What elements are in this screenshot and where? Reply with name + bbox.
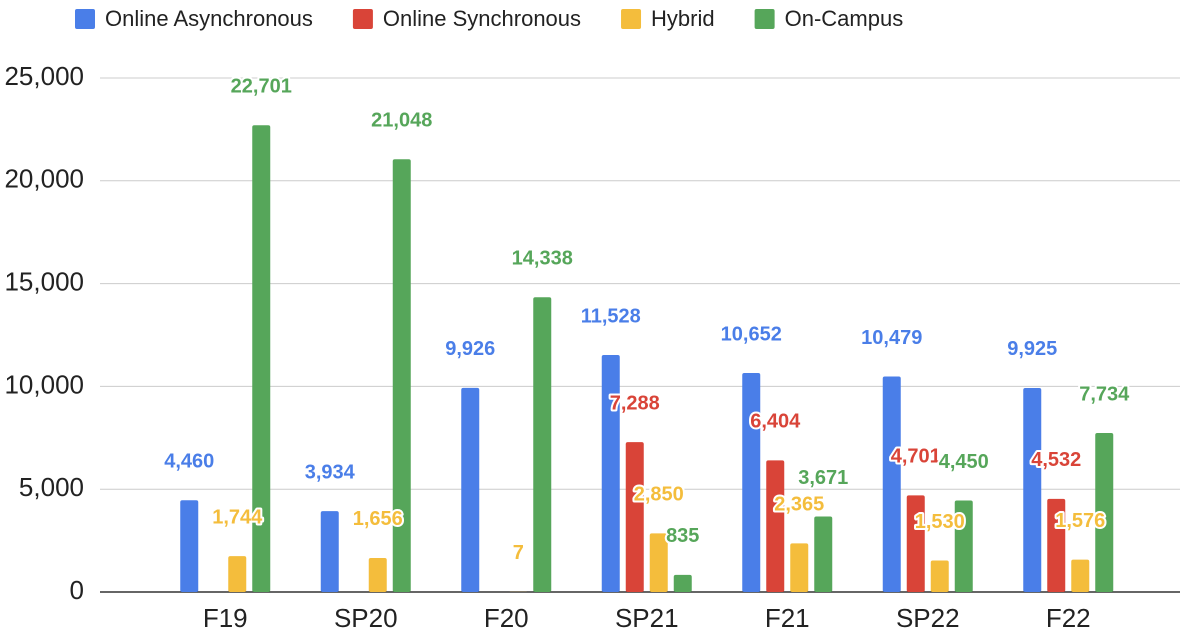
bar: [1095, 432, 1114, 592]
bar: [742, 372, 761, 592]
y-tick-label: 5,000: [19, 472, 84, 502]
y-tick-label: 20,000: [4, 164, 84, 194]
x-tick-label: F21: [765, 603, 810, 633]
x-tick-label: F20: [484, 603, 529, 633]
y-tick-label: 10,000: [4, 369, 84, 399]
value-label: 1,576: [1055, 510, 1105, 532]
legend-swatch: [352, 9, 373, 29]
bar: [601, 354, 620, 592]
bar: [1047, 498, 1066, 592]
bar: [320, 511, 339, 592]
y-tick-label: 15,000: [4, 266, 84, 296]
value-label: 1,656: [353, 508, 403, 530]
value-label: 9,926: [445, 338, 495, 360]
bar: [673, 574, 692, 592]
bar: [1023, 387, 1042, 592]
bar: [1071, 559, 1090, 592]
bar: [790, 543, 809, 592]
value-label: 1,530: [915, 511, 965, 533]
y-tick-label: 25,000: [4, 61, 84, 91]
x-tick-label: SP22: [896, 603, 960, 633]
value-label: 10,652: [721, 323, 782, 345]
value-label: 7,288: [610, 392, 660, 414]
legend-swatch: [754, 9, 775, 29]
value-label: 2,850: [634, 484, 684, 506]
value-label: 835: [666, 525, 699, 547]
value-label: 4,460: [164, 451, 214, 473]
x-tick-label: SP21: [615, 603, 679, 633]
value-label: 6,404: [750, 411, 801, 433]
bar: [461, 387, 480, 592]
value-label: 7,734: [1079, 383, 1130, 405]
bar: [906, 495, 925, 592]
bar: [625, 442, 644, 592]
bar: [814, 516, 833, 592]
value-label: 10,479: [861, 327, 922, 349]
bar: [228, 556, 247, 592]
value-label: 14,338: [512, 247, 573, 269]
value-label: 21,048: [371, 110, 432, 132]
value-label: 4,532: [1031, 449, 1081, 471]
bar: [930, 560, 949, 592]
x-tick-label: F22: [1046, 603, 1091, 633]
value-label: 4,701: [891, 446, 941, 468]
bar: [766, 460, 785, 592]
bar: [533, 297, 552, 592]
x-tick-label: F19: [203, 603, 248, 633]
y-tick-label: 0: [70, 575, 84, 605]
value-label: 3,934: [305, 461, 356, 483]
value-label: 22,701: [231, 76, 292, 98]
legend-label: On-Campus: [785, 6, 904, 31]
bar: [882, 376, 901, 592]
value-label: 1,744: [212, 506, 263, 528]
value-label: 2,365: [774, 494, 824, 516]
bar: [180, 500, 199, 592]
bar: [252, 125, 271, 592]
bar: [954, 500, 973, 592]
value-label: 3,671: [798, 467, 848, 489]
bar: [392, 159, 411, 592]
legend-label: Hybrid: [651, 6, 715, 31]
value-label: 9,925: [1007, 338, 1057, 360]
value-label: 11,528: [581, 305, 641, 327]
value-label: 4,450: [939, 451, 989, 473]
x-tick-label: SP20: [334, 603, 398, 633]
legend-label: Online Synchronous: [383, 6, 581, 31]
legend-swatch: [75, 9, 95, 29]
legend-label: Online Asynchronous: [105, 6, 313, 31]
value-label: 7: [513, 542, 524, 564]
bar: [649, 533, 668, 592]
legend-swatch: [621, 9, 642, 29]
bar: [368, 557, 387, 592]
